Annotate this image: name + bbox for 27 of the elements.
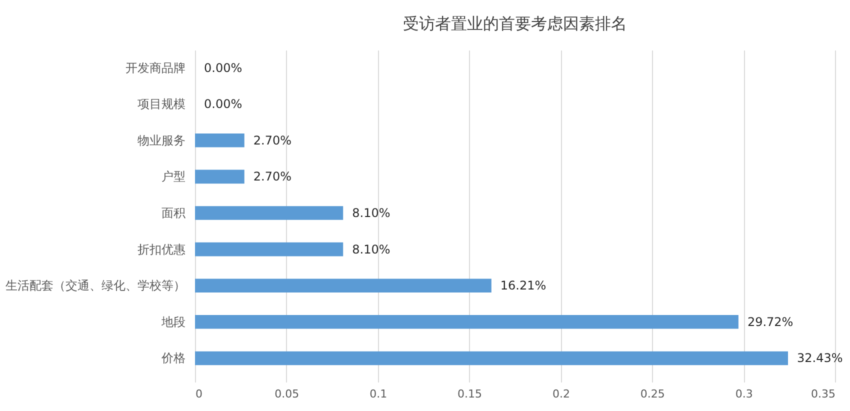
y-tick-label: 价格 <box>160 351 186 366</box>
y-tick-label: 地段 <box>160 314 186 329</box>
data-label: 0.00% <box>204 60 242 75</box>
x-tick-label: 0.3 <box>735 388 753 400</box>
data-label: 16.21% <box>500 278 546 293</box>
x-tick-label: 0.15 <box>458 388 482 400</box>
data-label: 2.70% <box>253 133 292 148</box>
y-tick-label: 物业服务 <box>138 133 186 148</box>
y-tick-label: 开发商品牌 <box>126 60 186 75</box>
x-tick-label: 0 <box>196 388 202 400</box>
x-tick-label: 0.2 <box>552 388 570 400</box>
x-tick-label: 0.25 <box>640 388 665 400</box>
x-tick-label: 0.1 <box>370 388 388 400</box>
y-tick-label: 折扣优惠 <box>138 242 186 256</box>
data-label: 8.10% <box>352 206 390 220</box>
x-tick-label: 0.35 <box>811 388 836 400</box>
data-label: 8.10% <box>352 242 390 256</box>
y-tick-label: 面积 <box>162 206 186 220</box>
data-label: 29.72% <box>747 314 794 329</box>
data-label: 2.70% <box>253 170 292 184</box>
data-label: 32.43% <box>797 351 843 366</box>
y-tick-label: 生活配套（交通、绿化、学校等） <box>6 278 186 293</box>
x-tick-label: 0.05 <box>274 388 300 400</box>
chart-title: 受访者置业的首要考虑因素排名 <box>403 14 627 33</box>
y-tick-label: 项目规模 <box>138 97 186 112</box>
y-tick-label: 户型 <box>162 170 186 184</box>
data-label: 0.00% <box>204 97 242 112</box>
